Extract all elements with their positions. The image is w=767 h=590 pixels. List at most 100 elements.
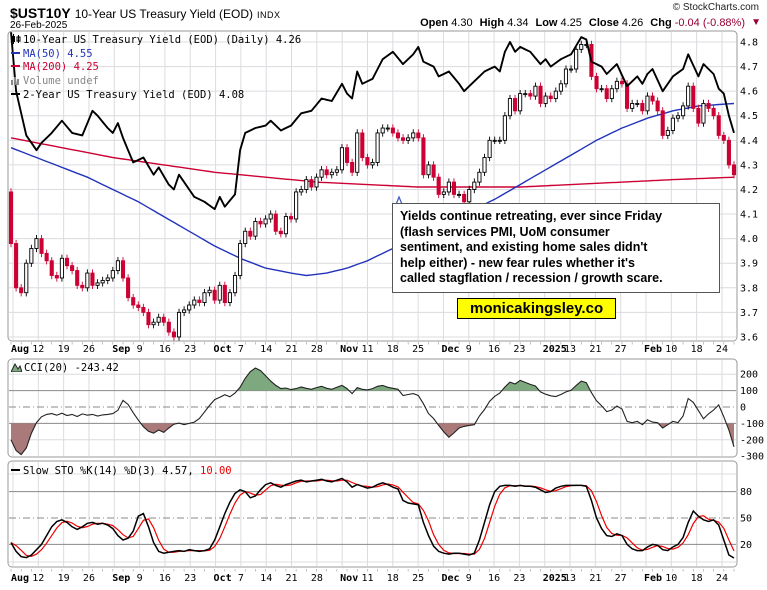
cci-line: [10, 367, 735, 456]
svg-text:23: 23: [513, 344, 525, 355]
svg-text:Oct: Oct: [214, 344, 232, 355]
legend-price-series-label: 10-Year US Treasury Yield (EOD) (Daily) …: [23, 34, 302, 46]
annotation-line: (flash services PMI, UoM consumer: [400, 224, 610, 239]
chg-down-triangle-icon: ▼: [751, 17, 761, 28]
sto-line-icon: [11, 469, 20, 471]
ma50-line: [10, 102, 735, 277]
svg-text:9: 9: [466, 344, 472, 355]
mountain-icon: [10, 362, 23, 375]
svg-text:25: 25: [412, 573, 424, 584]
svg-text:4.2: 4.2: [740, 185, 758, 196]
chg-label: Chg: [650, 17, 672, 29]
svg-text:7: 7: [238, 344, 244, 355]
svg-text:3.7: 3.7: [740, 308, 758, 319]
svg-text:19: 19: [58, 573, 70, 584]
svg-text:50: 50: [740, 514, 752, 525]
annotation-line: called stagflation / recession / growth …: [400, 271, 663, 286]
svg-text:18: 18: [691, 344, 703, 355]
svg-text:3.8: 3.8: [740, 283, 758, 294]
svg-text:25: 25: [412, 344, 424, 355]
symbol: $UST10Y: [10, 5, 71, 21]
svg-text:18: 18: [387, 573, 399, 584]
svg-text:21: 21: [285, 344, 297, 355]
svg-text:100: 100: [740, 386, 758, 397]
cci-series: [10, 367, 735, 456]
svg-text:200: 200: [740, 370, 758, 381]
svg-text:4.6: 4.6: [740, 87, 758, 98]
legend-2y-overlay: 2-Year US Treasury Yield (EOD) 4.08: [11, 89, 301, 102]
svg-text:Feb: Feb: [644, 344, 662, 355]
sto-y-axis-labels: 80 50 20: [740, 487, 752, 551]
open-label: Open: [420, 17, 449, 29]
legend-price-series: 10-Year US Treasury Yield (EOD) (Daily) …: [11, 34, 301, 48]
svg-text:16: 16: [488, 344, 500, 355]
svg-text:23: 23: [513, 573, 525, 584]
legend-ma50: MA(50) 4.55: [11, 48, 301, 61]
chart-canvas[interactable]: 4.8 4.7 4.6 4.5 4.4 4.3 4.2 4.1 4.0 3.9 3.8 3.7 3.6 A…: [0, 30, 767, 590]
svg-text:24: 24: [716, 344, 728, 355]
legend-2y-overlay-label: 2-Year US Treasury Yield (EOD) 4.08: [23, 88, 245, 101]
svg-text:19: 19: [58, 344, 70, 355]
svg-text:Sep: Sep: [112, 344, 130, 355]
overlay-line-icon: [11, 92, 20, 95]
cci-oversold-fill: [11, 423, 734, 455]
svg-text:Nov: Nov: [340, 573, 358, 584]
svg-text:4.1: 4.1: [740, 210, 758, 221]
svg-text:12: 12: [32, 573, 44, 584]
sto-legend-label: Slow STO %K(14) %D(3) 4.57,: [23, 465, 194, 477]
svg-text:-100: -100: [740, 419, 764, 430]
svg-text:16: 16: [159, 344, 171, 355]
chart-date: 26-Feb-2025: [10, 20, 68, 31]
low-value: 4.25: [560, 17, 582, 29]
svg-text:3.9: 3.9: [740, 259, 758, 270]
cci-legend: CCI(20) -243.42: [10, 362, 119, 375]
svg-text:18: 18: [691, 573, 703, 584]
svg-text:23: 23: [184, 573, 196, 584]
svg-text:2025: 2025: [543, 573, 567, 584]
svg-text:4.5: 4.5: [740, 111, 758, 122]
svg-text:18: 18: [387, 344, 399, 355]
chg-value: -0.04 (-0.88%): [674, 17, 745, 29]
sto-grid: [9, 462, 736, 566]
cci-fills: [11, 368, 734, 455]
volume-bars-icon: [11, 76, 21, 89]
close-value: 4.26: [621, 17, 644, 29]
svg-text:20: 20: [740, 540, 752, 551]
svg-text:21: 21: [589, 344, 601, 355]
svg-text:Sep: Sep: [112, 573, 130, 584]
svg-text:24: 24: [716, 573, 728, 584]
copyright: © StockCharts.com: [672, 2, 759, 13]
sto-panel-border: [7, 460, 738, 568]
svg-text:26: 26: [83, 344, 95, 355]
two-year-yield-line: [10, 32, 735, 211]
high-label: High: [479, 17, 505, 29]
main-chart-legend: 10-Year US Treasury Yield (EOD) (Daily) …: [11, 34, 301, 102]
annotation-line: Yields continue retreating, ever since F…: [400, 209, 663, 223]
svg-text:10: 10: [665, 344, 677, 355]
svg-text:4.0: 4.0: [740, 234, 758, 245]
sto-d-value: 10.00: [200, 465, 232, 477]
ma200-line-icon: [11, 65, 20, 68]
legend-ma200: MA(200) 4.25: [11, 61, 301, 74]
svg-text:0: 0: [740, 403, 746, 414]
svg-text:11: 11: [361, 573, 373, 584]
svg-text:2025: 2025: [543, 344, 567, 355]
svg-text:7: 7: [238, 573, 244, 584]
x-axis-labels-bottom: Aug 12 19 26 Sep 9 16 23 Oct 7 14 21 28 Nov 11 18 25 Dec 9…: [10, 569, 735, 584]
legend-volume-label: Volume undef: [23, 74, 99, 87]
svg-text:4.3: 4.3: [740, 160, 758, 171]
svg-text:Aug: Aug: [11, 573, 29, 584]
svg-text:4.4: 4.4: [740, 136, 758, 147]
main-panel-border: [7, 30, 738, 342]
high-value: 4.34: [507, 17, 529, 29]
svg-text:3.6: 3.6: [740, 332, 758, 343]
annotation-line: sentiment, and existing home sales didn'…: [400, 240, 648, 255]
svg-text:Oct: Oct: [214, 573, 232, 584]
svg-text:Dec: Dec: [441, 573, 459, 584]
svg-text:16: 16: [159, 573, 171, 584]
quote-line: Open 4.30 High 4.34 Low 4.25 Close 4.26 Chg -0.04…: [413, 17, 745, 29]
svg-text:13: 13: [564, 344, 576, 355]
legend-ma50-label: MA(50) 4.55: [23, 48, 93, 61]
svg-text:Dec: Dec: [441, 344, 459, 355]
ma50-line-icon: [11, 52, 20, 55]
